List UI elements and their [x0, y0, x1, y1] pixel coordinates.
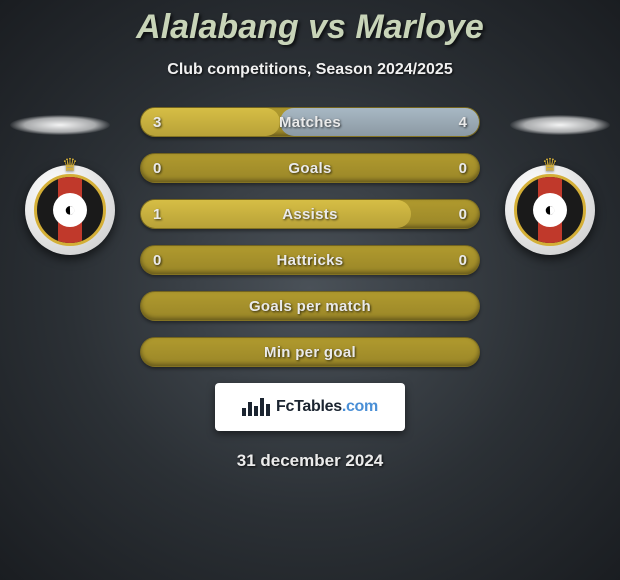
player-shadow-left: [10, 115, 110, 135]
site-name: FcTables.com: [276, 398, 378, 416]
badge-inner-left: ◐: [34, 174, 106, 246]
club-badge-left: ♛ ◐: [25, 165, 115, 255]
bars-icon: [242, 398, 270, 416]
bar-label: Goals per match: [141, 292, 479, 320]
badge-circle: ◐: [53, 193, 87, 227]
badge-inner-right: ◐: [514, 174, 586, 246]
bar-label: Matches: [141, 108, 479, 136]
stat-bars: 34Matches 00Goals 10Assists 00Hattricks Goal…: [140, 107, 480, 367]
lion-icon: ◐: [544, 199, 556, 222]
badge-circle: ◐: [533, 193, 567, 227]
crown-icon: ♛: [62, 155, 78, 176]
crown-icon: ♛: [542, 155, 558, 176]
stat-bar-matches: 34Matches: [140, 107, 480, 137]
lion-icon: ◐: [64, 199, 76, 222]
bar-label: Assists: [141, 200, 479, 228]
player-shadow-right: [510, 115, 610, 135]
stat-bar-goals-per-match: Goals per match: [140, 291, 480, 321]
club-badge-right: ♛ ◐: [505, 165, 595, 255]
stat-bar-goals: 00Goals: [140, 153, 480, 183]
bar-label: Goals: [141, 154, 479, 182]
bar-label: Hattricks: [141, 246, 479, 274]
bar-label: Min per goal: [141, 338, 479, 366]
page-title: Alalabang vs Marloye: [0, 0, 620, 47]
comparison-stage: ♛ ◐ ♛ ◐ 34Matches 00Goals 10Assists 00Hattr…: [0, 107, 620, 471]
subtitle: Club competitions, Season 2024/2025: [0, 61, 620, 79]
date-label: 31 december 2024: [0, 451, 620, 471]
stat-bar-hattricks: 00Hattricks: [140, 245, 480, 275]
site-badge[interactable]: FcTables.com: [215, 383, 405, 431]
stat-bar-min-per-goal: Min per goal: [140, 337, 480, 367]
stat-bar-assists: 10Assists: [140, 199, 480, 229]
